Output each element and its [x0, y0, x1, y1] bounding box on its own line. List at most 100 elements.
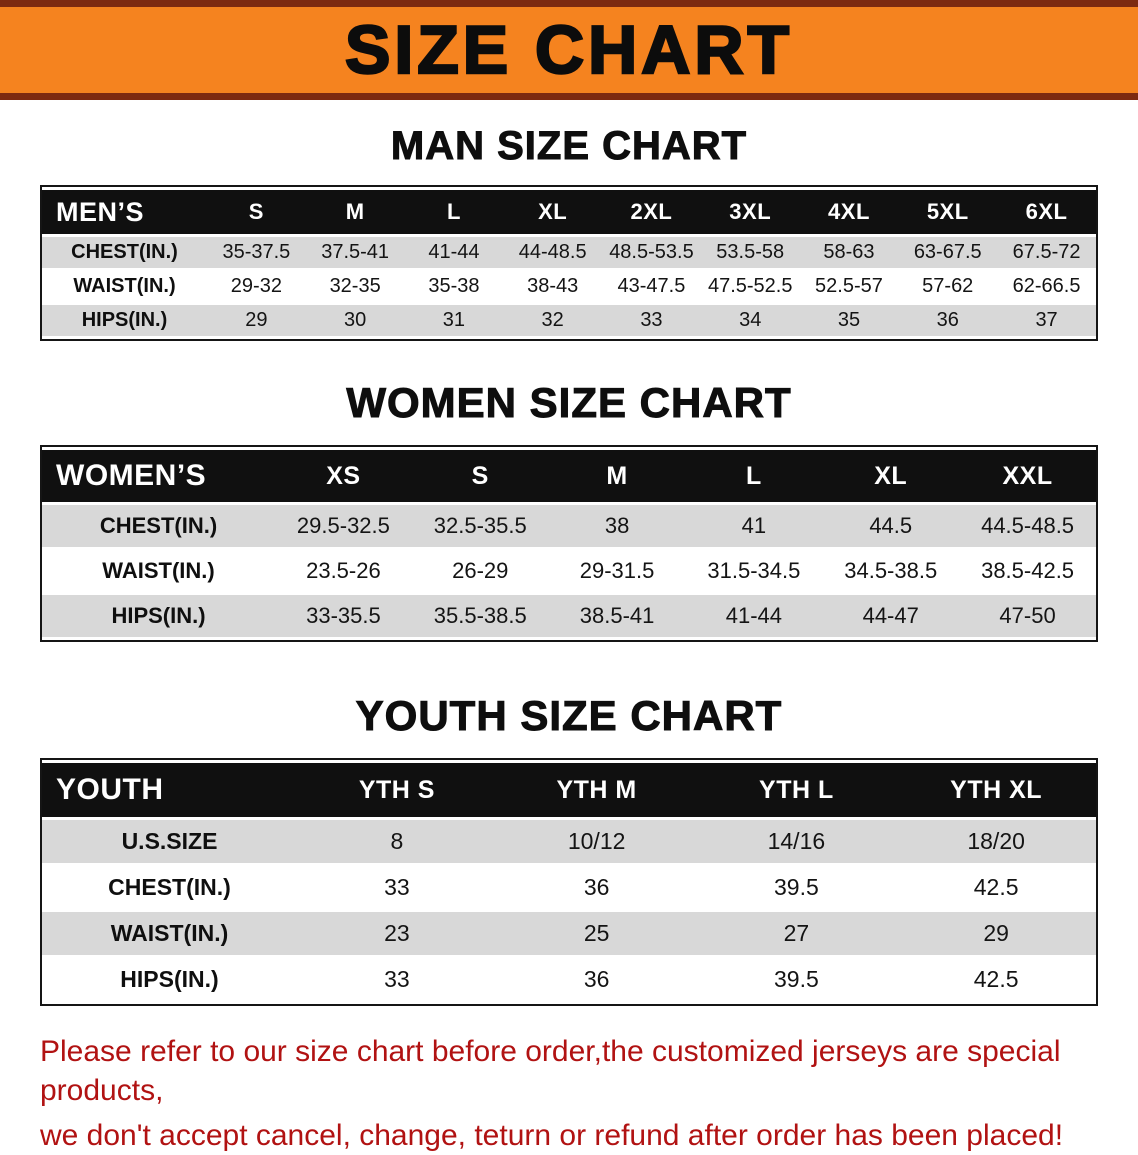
- size-value-cell: 32.5-35.5: [411, 505, 549, 547]
- size-table-header-row: MEN’S S M L XL 2XL 3XL 4XL 5XL 6XL: [42, 190, 1096, 234]
- measurement-label-cell: HIPS(IN.): [42, 595, 275, 637]
- measurement-row: CHEST(IN.) 29.5-32.5 32.5-35.5 38 41 44.5 44.5…: [42, 505, 1096, 547]
- size-column-header: 5XL: [898, 190, 998, 234]
- youth-section-heading: YOUTH SIZE CHART: [355, 692, 783, 740]
- size-column-header: XS: [275, 450, 412, 502]
- size-value-cell: 41: [685, 505, 823, 547]
- women-size-table: WOMEN’S XS S M L XL XXL CHEST(IN.) 29.5-32.5 32.5…: [40, 445, 1098, 642]
- size-value-cell: 44-47: [822, 595, 960, 637]
- page-title: SIZE CHART: [344, 12, 793, 88]
- size-value-cell: 39.5: [696, 958, 897, 1001]
- measurement-label-cell: CHEST(IN.): [42, 505, 275, 547]
- size-value-cell: 27: [696, 912, 897, 955]
- size-value-cell: 18/20: [896, 820, 1096, 863]
- size-value-cell: 44-48.5: [503, 237, 603, 268]
- size-column-header: S: [207, 190, 306, 234]
- size-column-header: 6XL: [997, 190, 1096, 234]
- size-value-cell: 29: [896, 912, 1096, 955]
- size-column-header: S: [411, 450, 549, 502]
- measurement-row: HIPS(IN.) 29 30 31 32 33 34 35 36 37: [42, 305, 1096, 336]
- size-value-cell: 41-44: [404, 237, 504, 268]
- size-column-header: L: [404, 190, 504, 234]
- size-column-header: M: [548, 450, 686, 502]
- size-value-cell: 34.5-38.5: [822, 550, 960, 592]
- size-value-cell: 29.5-32.5: [275, 505, 412, 547]
- measurement-row: WAIST(IN.) 23.5-26 26-29 29-31.5 31.5-34.5 34…: [42, 550, 1096, 592]
- measurement-label-cell: CHEST(IN.): [42, 237, 207, 268]
- measurement-label-cell: WAIST(IN.): [42, 550, 275, 592]
- size-value-cell: 41-44: [685, 595, 823, 637]
- size-value-cell: 31.5-34.5: [685, 550, 823, 592]
- size-value-cell: 35.5-38.5: [411, 595, 549, 637]
- size-value-cell: 43-47.5: [602, 271, 701, 302]
- size-value-cell: 29-32: [207, 271, 306, 302]
- size-column-header: M: [305, 190, 405, 234]
- size-value-cell: 39.5: [696, 866, 897, 909]
- measurement-row: CHEST(IN.) 35-37.5 37.5-41 41-44 44-48.5 48.5…: [42, 237, 1096, 268]
- size-value-cell: 32: [503, 305, 603, 336]
- size-table-header-row: WOMEN’S XS S M L XL XXL: [42, 450, 1096, 502]
- banner: SIZE CHART: [0, 0, 1138, 100]
- size-value-cell: 48.5-53.5: [602, 237, 701, 268]
- men-size-table: MEN’S S M L XL 2XL 3XL 4XL 5XL 6XL CHEST(IN.) 35-37…: [40, 185, 1098, 341]
- size-value-cell: 37.5-41: [305, 237, 405, 268]
- measurement-label-cell: HIPS(IN.): [42, 958, 297, 1001]
- size-value-cell: 30: [305, 305, 405, 336]
- measurement-row: HIPS(IN.) 33 36 39.5 42.5: [42, 958, 1096, 1001]
- size-value-cell: 32-35: [305, 271, 405, 302]
- measurement-label-cell: HIPS(IN.): [42, 305, 207, 336]
- size-value-cell: 44.5-48.5: [959, 505, 1096, 547]
- table-title-cell: WOMEN’S: [42, 450, 275, 502]
- size-value-cell: 34: [700, 305, 800, 336]
- size-value-cell: 33-35.5: [275, 595, 412, 637]
- size-value-cell: 8: [297, 820, 497, 863]
- size-value-cell: 23.5-26: [275, 550, 412, 592]
- size-value-cell: 47-50: [959, 595, 1096, 637]
- size-value-cell: 29-31.5: [548, 550, 686, 592]
- size-value-cell: 29: [207, 305, 306, 336]
- men-section-heading: MAN SIZE CHART: [390, 124, 748, 169]
- size-value-cell: 10/12: [496, 820, 697, 863]
- size-value-cell: 53.5-58: [700, 237, 800, 268]
- women-section-heading: WOMEN SIZE CHART: [346, 379, 792, 427]
- size-column-header: XL: [503, 190, 603, 234]
- size-value-cell: 36: [496, 958, 697, 1001]
- size-value-cell: 38.5-42.5: [959, 550, 1096, 592]
- size-value-cell: 42.5: [896, 866, 1096, 909]
- measurement-label-cell: WAIST(IN.): [42, 271, 207, 302]
- size-column-header: XL: [822, 450, 960, 502]
- measurement-label-cell: U.S.SIZE: [42, 820, 297, 863]
- size-column-header: YTH XL: [896, 763, 1096, 817]
- size-value-cell: 47.5-52.5: [700, 271, 800, 302]
- size-column-header: 3XL: [700, 190, 800, 234]
- measurement-row: HIPS(IN.) 33-35.5 35.5-38.5 38.5-41 41-44 44-…: [42, 595, 1096, 637]
- youth-size-section: YOUTH SIZE CHART YOUTH YTH S YTH M YTH L YTH…: [0, 692, 1138, 1006]
- women-size-section: WOMEN SIZE CHART WOMEN’S XS S M L XL XXL CHEST(…: [0, 379, 1138, 642]
- size-value-cell: 35-37.5: [207, 237, 306, 268]
- size-value-cell: 36: [898, 305, 998, 336]
- size-value-cell: 37: [997, 305, 1096, 336]
- size-value-cell: 67.5-72: [997, 237, 1096, 268]
- size-column-header: YTH M: [496, 763, 697, 817]
- size-value-cell: 33: [297, 958, 497, 1001]
- size-value-cell: 38.5-41: [548, 595, 686, 637]
- size-value-cell: 25: [496, 912, 697, 955]
- size-value-cell: 42.5: [896, 958, 1096, 1001]
- size-value-cell: 62-66.5: [997, 271, 1096, 302]
- size-value-cell: 57-62: [898, 271, 998, 302]
- size-value-cell: 38-43: [503, 271, 603, 302]
- size-value-cell: 58-63: [799, 237, 899, 268]
- measurement-row: U.S.SIZE 8 10/12 14/16 18/20: [42, 820, 1096, 863]
- youth-size-table: YOUTH YTH S YTH M YTH L YTH XL U.S.SIZE 8 10/12…: [40, 758, 1098, 1006]
- size-value-cell: 33: [602, 305, 701, 336]
- size-value-cell: 33: [297, 866, 497, 909]
- size-value-cell: 38: [548, 505, 686, 547]
- measurement-label-cell: CHEST(IN.): [42, 866, 297, 909]
- size-value-cell: 14/16: [696, 820, 897, 863]
- size-column-header: XXL: [959, 450, 1096, 502]
- size-column-header: YTH L: [696, 763, 897, 817]
- disclaimer-line-2: we don't accept cancel, change, teturn o…: [40, 1119, 1064, 1152]
- measurement-label-cell: WAIST(IN.): [42, 912, 297, 955]
- size-value-cell: 35-38: [404, 271, 504, 302]
